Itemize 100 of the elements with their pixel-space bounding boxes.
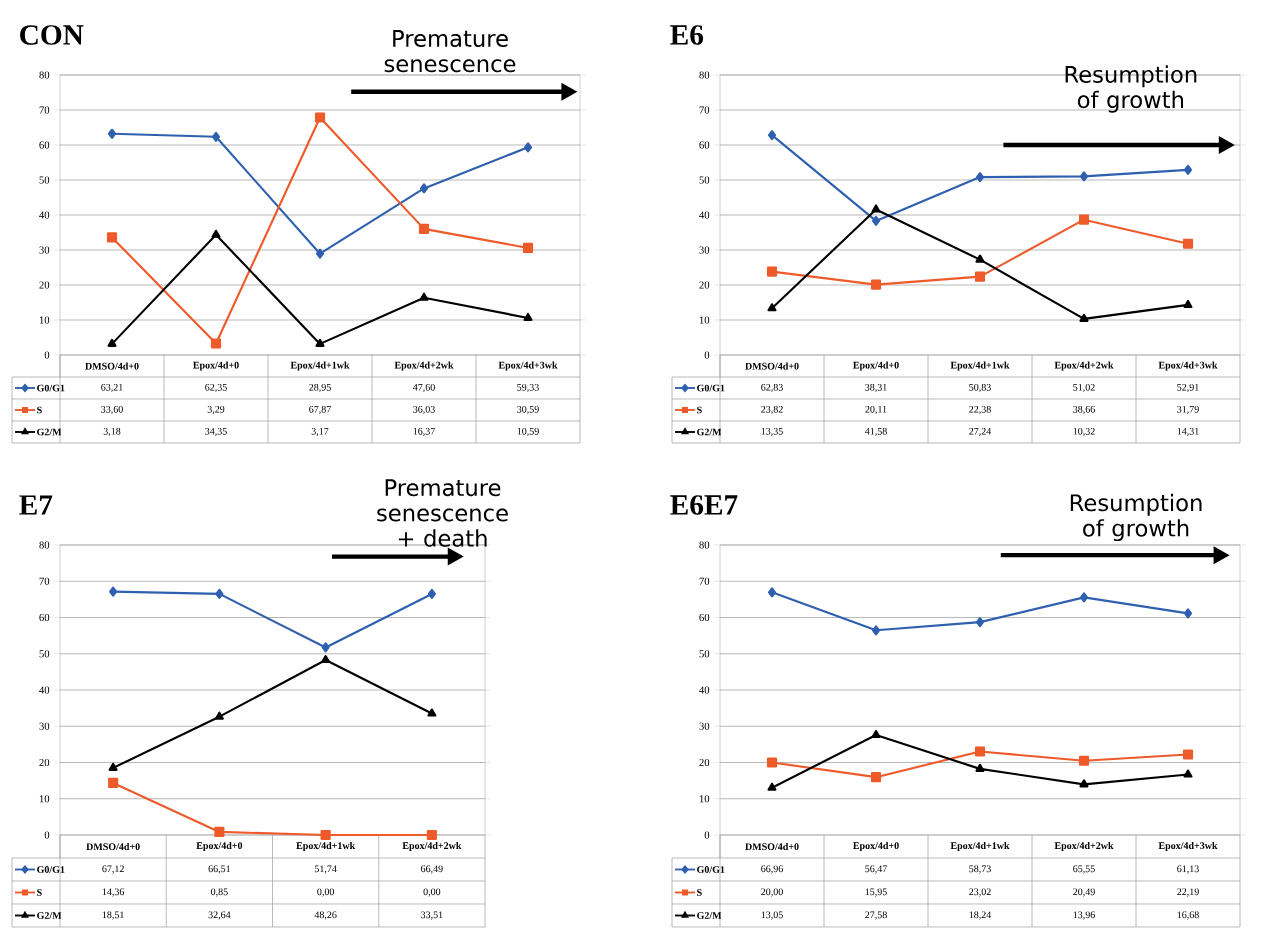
point xyxy=(523,312,533,321)
y-tick-label: 20 xyxy=(39,281,50,289)
legend-label: G2/M xyxy=(697,428,722,436)
data-label: 31,79 xyxy=(1177,405,1199,415)
y-tick-label: 40 xyxy=(699,211,710,219)
data-label: 38,31 xyxy=(865,383,887,393)
legend-label: S xyxy=(37,406,42,414)
data-label: 20,00 xyxy=(761,888,783,897)
chart-title: E6 xyxy=(670,25,704,45)
legend-label: G2/M xyxy=(697,912,722,919)
point xyxy=(321,654,331,664)
point xyxy=(767,303,777,312)
legend-label: S xyxy=(697,889,702,896)
y-tick-label: 50 xyxy=(39,176,50,184)
data-label: 13,35 xyxy=(761,427,783,437)
point xyxy=(1079,171,1089,182)
point xyxy=(1078,214,1090,225)
point xyxy=(419,292,429,301)
chart-title: E7 xyxy=(19,495,53,515)
point xyxy=(522,242,534,253)
legend-label: S xyxy=(697,406,702,414)
y-tick-label: 20 xyxy=(39,758,50,767)
legend-label: G2/M xyxy=(37,912,62,919)
y-tick-label: 0 xyxy=(704,831,710,839)
data-label: 67,12 xyxy=(102,865,124,874)
y-tick-label: 10 xyxy=(39,316,50,324)
y-tick-label: 10 xyxy=(699,795,710,803)
point xyxy=(108,762,118,771)
x-tick-label: DMSO/4d+0 xyxy=(85,362,139,370)
point xyxy=(974,746,986,757)
point xyxy=(975,617,985,628)
data-label: 13,96 xyxy=(1073,911,1095,920)
point xyxy=(523,142,533,153)
x-tick-label: Epox/4d+0 xyxy=(193,361,239,371)
point xyxy=(767,130,777,141)
data-label: 28,95 xyxy=(309,383,331,393)
y-tick-label: 70 xyxy=(699,106,710,114)
data-label: 66,96 xyxy=(761,865,783,874)
point xyxy=(871,729,881,739)
data-label: 33,60 xyxy=(101,405,123,415)
data-label: 0,00 xyxy=(317,888,334,897)
x-tick-label: Epox/4d+2wk xyxy=(402,841,462,852)
point xyxy=(419,183,429,194)
data-label: 38,66 xyxy=(1073,405,1095,415)
point xyxy=(1079,592,1089,603)
y-tick-label: 30 xyxy=(699,246,710,254)
y-tick-label: 60 xyxy=(39,613,50,622)
text: Resumption of growth xyxy=(1070,493,1202,542)
point xyxy=(871,215,881,226)
data-label: 41,58 xyxy=(864,427,887,437)
point xyxy=(974,271,986,282)
point xyxy=(315,248,325,259)
y-tick-label: 20 xyxy=(699,281,710,289)
y-tick-label: 60 xyxy=(699,613,710,622)
data-label: 18,24 xyxy=(969,911,992,920)
data-label: 65,55 xyxy=(1073,865,1095,874)
x-tick-label: Epox/4d+0 xyxy=(853,361,899,371)
y-tick-label: 30 xyxy=(39,246,50,254)
y-tick-label: 0 xyxy=(44,831,50,839)
data-label: 51,74 xyxy=(314,865,337,874)
point xyxy=(766,757,778,768)
data-label: 10,32 xyxy=(1073,427,1095,437)
x-tick-label: Epox/4d+3wk xyxy=(1158,361,1218,371)
data-label: 18,51 xyxy=(102,911,124,920)
data-label: 36,03 xyxy=(413,405,435,415)
legend-label: S xyxy=(37,889,42,896)
y-tick-label: 20 xyxy=(699,758,710,767)
data-label: 27,58 xyxy=(865,911,887,920)
y-tick-label: 60 xyxy=(699,141,710,149)
data-label: 22,19 xyxy=(1177,888,1199,897)
data-label: 27,24 xyxy=(969,427,992,437)
point xyxy=(109,586,118,597)
data-label: 51,02 xyxy=(1073,383,1095,393)
data-label: 14,31 xyxy=(1177,427,1199,437)
y-tick-label: 30 xyxy=(699,722,710,730)
x-tick-label: DMSO/4d+0 xyxy=(86,842,140,851)
data-label: 47,60 xyxy=(412,383,435,393)
data-label: 62,83 xyxy=(761,383,783,393)
point xyxy=(427,708,437,717)
point xyxy=(320,829,331,841)
data-label: 16,68 xyxy=(1177,911,1199,920)
point xyxy=(1183,608,1193,619)
point xyxy=(427,588,436,600)
data-label: 66,49 xyxy=(421,865,443,874)
point xyxy=(870,772,882,783)
point xyxy=(975,254,985,263)
point xyxy=(975,172,985,183)
x-tick-label: Epox/4d+3wk xyxy=(1158,841,1218,852)
y-tick-label: 80 xyxy=(39,541,50,549)
text: Premature senescence xyxy=(384,30,516,73)
y-tick-label: 70 xyxy=(39,577,50,585)
x-tick-label: Epox/4d+0 xyxy=(196,841,243,852)
y-tick-label: 40 xyxy=(699,686,710,694)
data-label: 22,38 xyxy=(969,405,991,415)
y-tick-label: 70 xyxy=(39,106,50,114)
y-tick-label: 80 xyxy=(699,71,710,79)
x-tick-label: Epox/4d+2wk xyxy=(1054,841,1114,852)
data-label: 58,73 xyxy=(969,865,991,874)
data-label: 61,13 xyxy=(1177,865,1199,874)
point xyxy=(870,279,882,290)
